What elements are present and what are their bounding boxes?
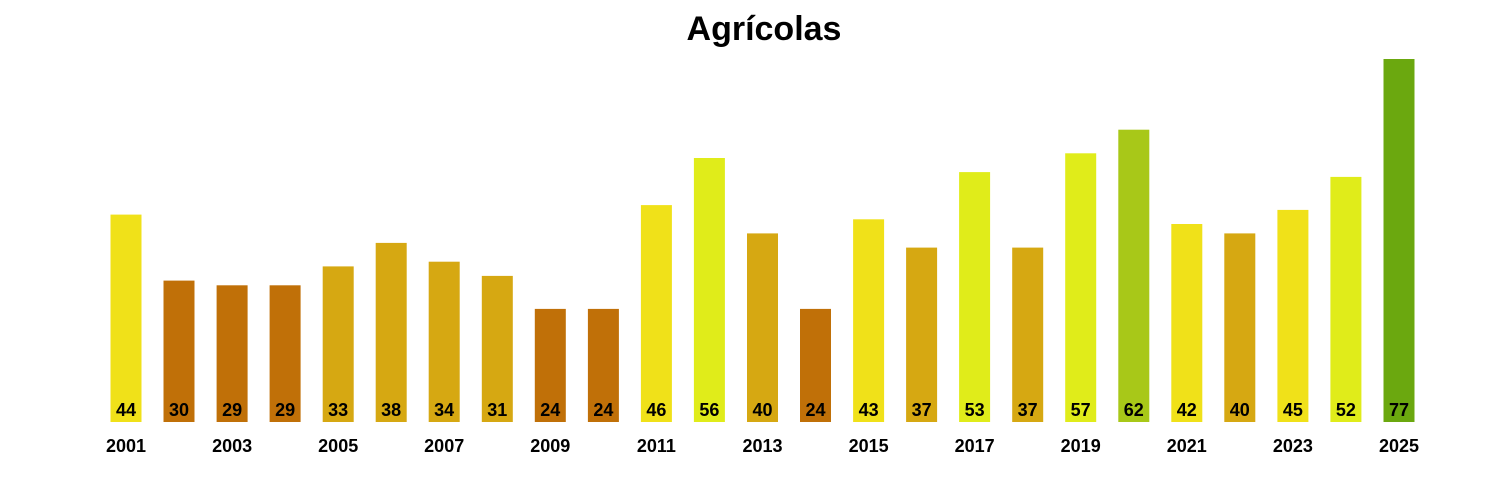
bar-2022 [1224,233,1256,422]
bar-value-label: 46 [646,400,666,420]
bar-value-label: 29 [222,400,242,420]
bar-value-label: 53 [965,400,985,420]
bar-2006 [375,242,407,422]
bar-2018 [1012,247,1044,422]
bar-2013 [747,233,778,422]
bar-2012 [693,158,725,422]
bar-2004 [269,285,301,422]
x-tick-label: 2007 [424,436,464,456]
bar-2007 [428,261,460,422]
bar-2005 [322,266,354,422]
bar-2001 [110,214,142,422]
bar-2023 [1277,209,1309,422]
x-tick-label: 2015 [849,436,889,456]
x-tick-label: 2021 [1167,436,1207,456]
bar-value-label: 44 [116,400,136,420]
bar-value-label: 33 [328,400,348,420]
x-tick-label: 2025 [1379,436,1419,456]
bar-value-label: 24 [805,400,825,420]
bar-2011 [640,205,672,422]
bar-value-label: 37 [912,400,932,420]
bar-value-label: 43 [859,400,879,420]
bar-2024 [1330,176,1362,422]
bar-2003 [216,285,248,422]
bar-value-label: 24 [593,400,613,420]
bar-value-label: 37 [1018,400,1038,420]
bar-value-label: 34 [434,400,454,420]
bar-2020 [1118,129,1150,422]
x-tick-label: 2001 [106,436,146,456]
bar-2019 [1065,153,1097,423]
x-tick-label: 2023 [1273,436,1313,456]
bar-value-label: 56 [699,400,719,420]
bar-2014 [800,308,831,422]
bar-value-label: 30 [169,400,189,420]
bar-value-label: 52 [1336,400,1356,420]
bar-value-label: 31 [487,400,507,420]
x-tick-label: 2003 [212,436,252,456]
bar-2015 [853,219,885,422]
chart-title: Agrícolas [686,10,842,48]
bar-2010 [587,308,619,422]
bar-value-label: 45 [1283,400,1303,420]
x-tick-label: 2009 [530,436,570,456]
bar-2002 [163,280,195,422]
bar-2016 [906,247,938,422]
bar-2008 [481,275,513,422]
bar-value-label: 62 [1124,400,1144,420]
x-tick-label: 2013 [742,436,782,456]
bar-value-label: 40 [1230,400,1250,420]
bar-value-label: 24 [540,400,560,420]
bar-value-label: 29 [275,400,295,420]
bar-value-label: 77 [1389,400,1409,420]
bar-value-label: 40 [752,400,772,420]
x-tick-label: 2011 [637,436,676,456]
bar-2017 [959,172,991,422]
bar-value-label: 57 [1071,400,1091,420]
bar-2009 [534,308,566,422]
bar-value-label: 42 [1177,400,1197,420]
x-tick-label: 2017 [955,436,995,456]
x-tick-label: 2005 [318,436,358,456]
bar-2021 [1171,224,1203,422]
x-tick-label: 2019 [1061,436,1101,456]
bar-2025 [1383,59,1415,422]
bar-value-label: 38 [381,400,401,420]
